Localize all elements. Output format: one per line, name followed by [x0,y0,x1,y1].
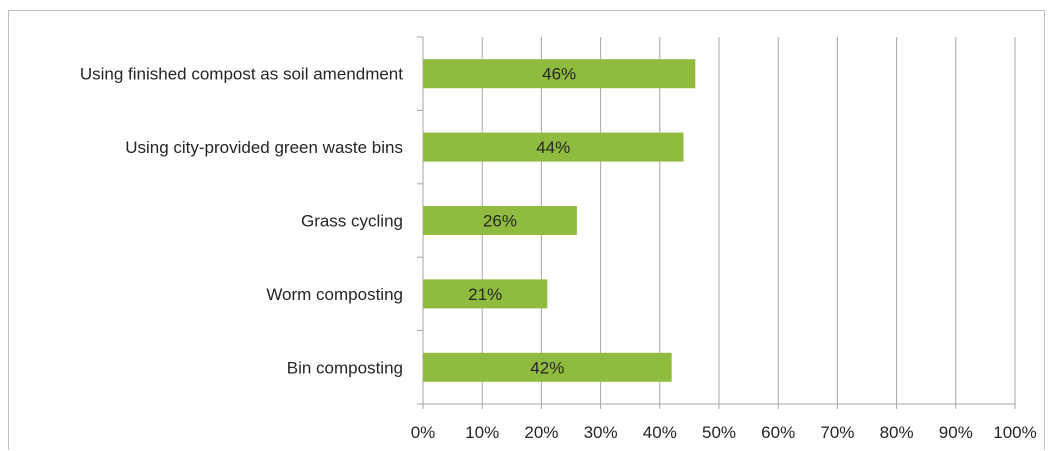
data-label: 44% [536,138,570,157]
bar [423,206,577,235]
x-tick-label: 50% [702,423,736,442]
data-label: 42% [530,358,564,377]
category-label: Worm composting [266,285,403,304]
x-tick-label: 20% [524,423,558,442]
x-tick-label: 80% [880,423,914,442]
x-tick-label: 10% [465,423,499,442]
bar [423,279,548,309]
bar [423,352,672,382]
labels: 0% 10% 20% 30% 40% 50% 60% 70% 80% 90% 100% Using f… [80,65,1037,442]
category-label: Grass cycling [301,212,403,231]
data-label: 21% [468,285,502,304]
x-tick-label: 60% [761,423,795,442]
gridlines [481,37,1016,404]
x-tick-label: 40% [643,423,677,442]
bar [423,59,696,89]
category-label: Bin composting [287,358,403,377]
data-label: 46% [542,65,576,84]
bars [423,59,696,382]
data-label: 26% [483,212,517,231]
chart-frame [8,10,1045,450]
x-tick-label: 70% [820,423,854,442]
axes [417,36,1016,409]
x-tick-label: 30% [584,423,618,442]
bar [423,132,684,162]
x-tick-label: 100% [993,423,1036,442]
x-tick-label: 90% [939,423,973,442]
category-label: Using finished compost as soil amendment [80,65,403,84]
category-label: Using city-provided green waste bins [125,138,403,157]
x-tick-label: 0% [411,423,436,442]
